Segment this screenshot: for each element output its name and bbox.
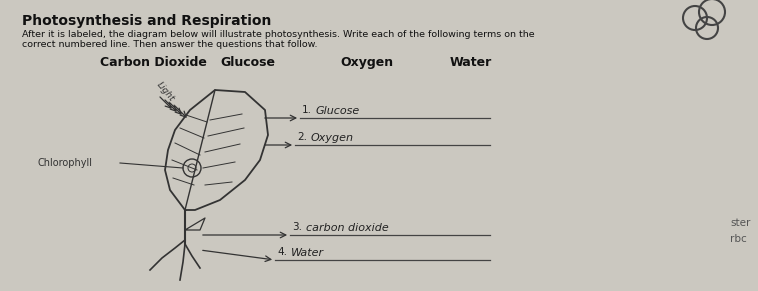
Text: 2.: 2. xyxy=(297,132,307,142)
Text: 1.: 1. xyxy=(302,105,312,115)
Text: correct numbered line. Then answer the questions that follow.: correct numbered line. Then answer the q… xyxy=(22,40,318,49)
Text: 3.: 3. xyxy=(292,222,302,232)
Text: Water: Water xyxy=(450,56,492,69)
Text: Carbon Dioxide: Carbon Dioxide xyxy=(100,56,207,69)
Text: Photosynthesis and Respiration: Photosynthesis and Respiration xyxy=(22,14,271,28)
Text: Oxygen: Oxygen xyxy=(340,56,393,69)
Text: ster: ster xyxy=(730,218,750,228)
Text: Chlorophyll: Chlorophyll xyxy=(38,158,93,168)
Text: 4.: 4. xyxy=(277,247,287,257)
Text: Glucose: Glucose xyxy=(220,56,275,69)
Text: Glucose: Glucose xyxy=(316,106,360,116)
Text: Oxygen: Oxygen xyxy=(311,133,354,143)
Text: carbon dioxide: carbon dioxide xyxy=(306,223,389,233)
Text: rbc: rbc xyxy=(730,234,747,244)
Text: After it is labeled, the diagram below will illustrate photosynthesis. Write eac: After it is labeled, the diagram below w… xyxy=(22,30,534,39)
Text: Light: Light xyxy=(155,80,177,103)
Text: Water: Water xyxy=(291,248,324,258)
